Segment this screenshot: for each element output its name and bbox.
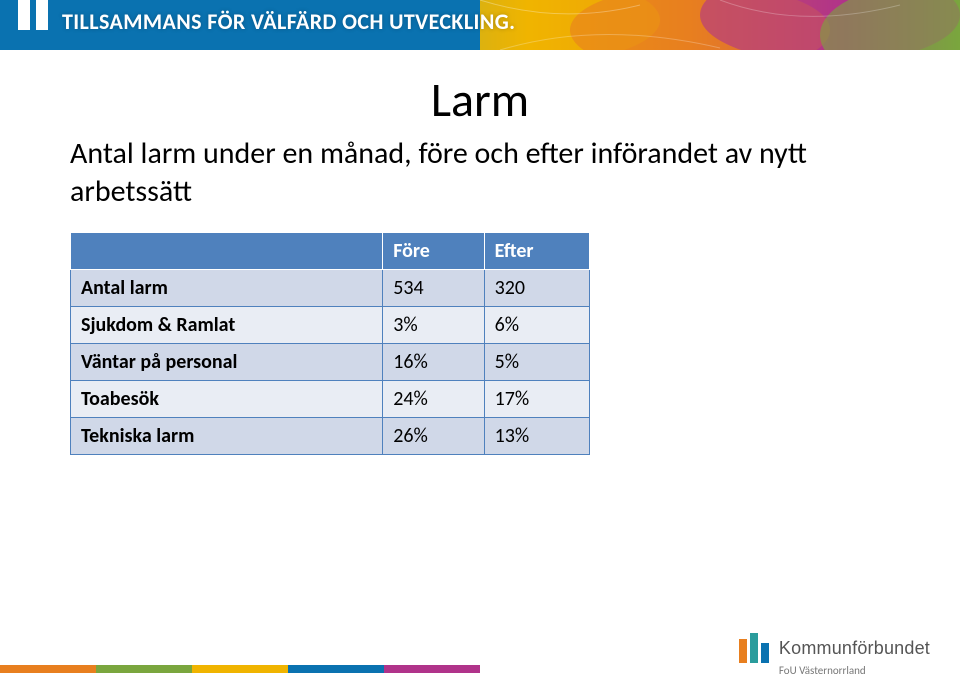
row-efter: 320 — [484, 270, 589, 307]
row-label: Tekniska larm — [71, 418, 383, 455]
footer-bar-icon — [0, 665, 480, 673]
row-label: Väntar på personal — [71, 344, 383, 381]
footer-color-bar — [0, 665, 480, 673]
row-label: Toabesök — [71, 381, 383, 418]
row-fore: 26% — [383, 418, 484, 455]
row-fore: 534 — [383, 270, 484, 307]
row-label: Antal larm — [71, 270, 383, 307]
table-header-row: Före Efter — [71, 233, 590, 270]
row-fore: 16% — [383, 344, 484, 381]
row-fore: 3% — [383, 307, 484, 344]
logo-mark-icon — [739, 633, 771, 663]
logo-sub-text: FoU Västernorrland — [779, 664, 930, 677]
slide-subtitle: Antal larm under en månad, före och efte… — [70, 135, 890, 210]
main-content: Larm Antal larm under en månad, före och… — [0, 50, 960, 455]
table-row: Väntar på personal 16% 5% — [71, 344, 590, 381]
slide-title: Larm — [70, 70, 890, 129]
row-efter: 5% — [484, 344, 589, 381]
table-col-fore: Före — [383, 233, 484, 270]
table-row: Tekniska larm 26% 13% — [71, 418, 590, 455]
row-efter: 17% — [484, 381, 589, 418]
row-label: Sjukdom & Ramlat — [71, 307, 383, 344]
logo-main-text: Kommunförbundet — [779, 638, 930, 659]
table-row: Sjukdom & Ramlat 3% 6% — [71, 307, 590, 344]
row-efter: 6% — [484, 307, 589, 344]
row-fore: 24% — [383, 381, 484, 418]
table-row: Antal larm 534 320 — [71, 270, 590, 307]
header-banner: TILLSAMMANS FÖR VÄLFÄRD OCH UTVECKLING. — [0, 0, 960, 50]
footer-logo: Kommunförbundet FoU Västernorrland — [739, 633, 930, 677]
row-efter: 13% — [484, 418, 589, 455]
header-slogan: TILLSAMMANS FÖR VÄLFÄRD OCH UTVECKLING. — [62, 8, 515, 35]
table-row: Toabesök 24% 17% — [71, 381, 590, 418]
table-col-blank — [71, 233, 383, 270]
table-col-efter: Efter — [484, 233, 589, 270]
larm-table: Före Efter Antal larm 534 320 Sjukdom & … — [70, 232, 590, 455]
